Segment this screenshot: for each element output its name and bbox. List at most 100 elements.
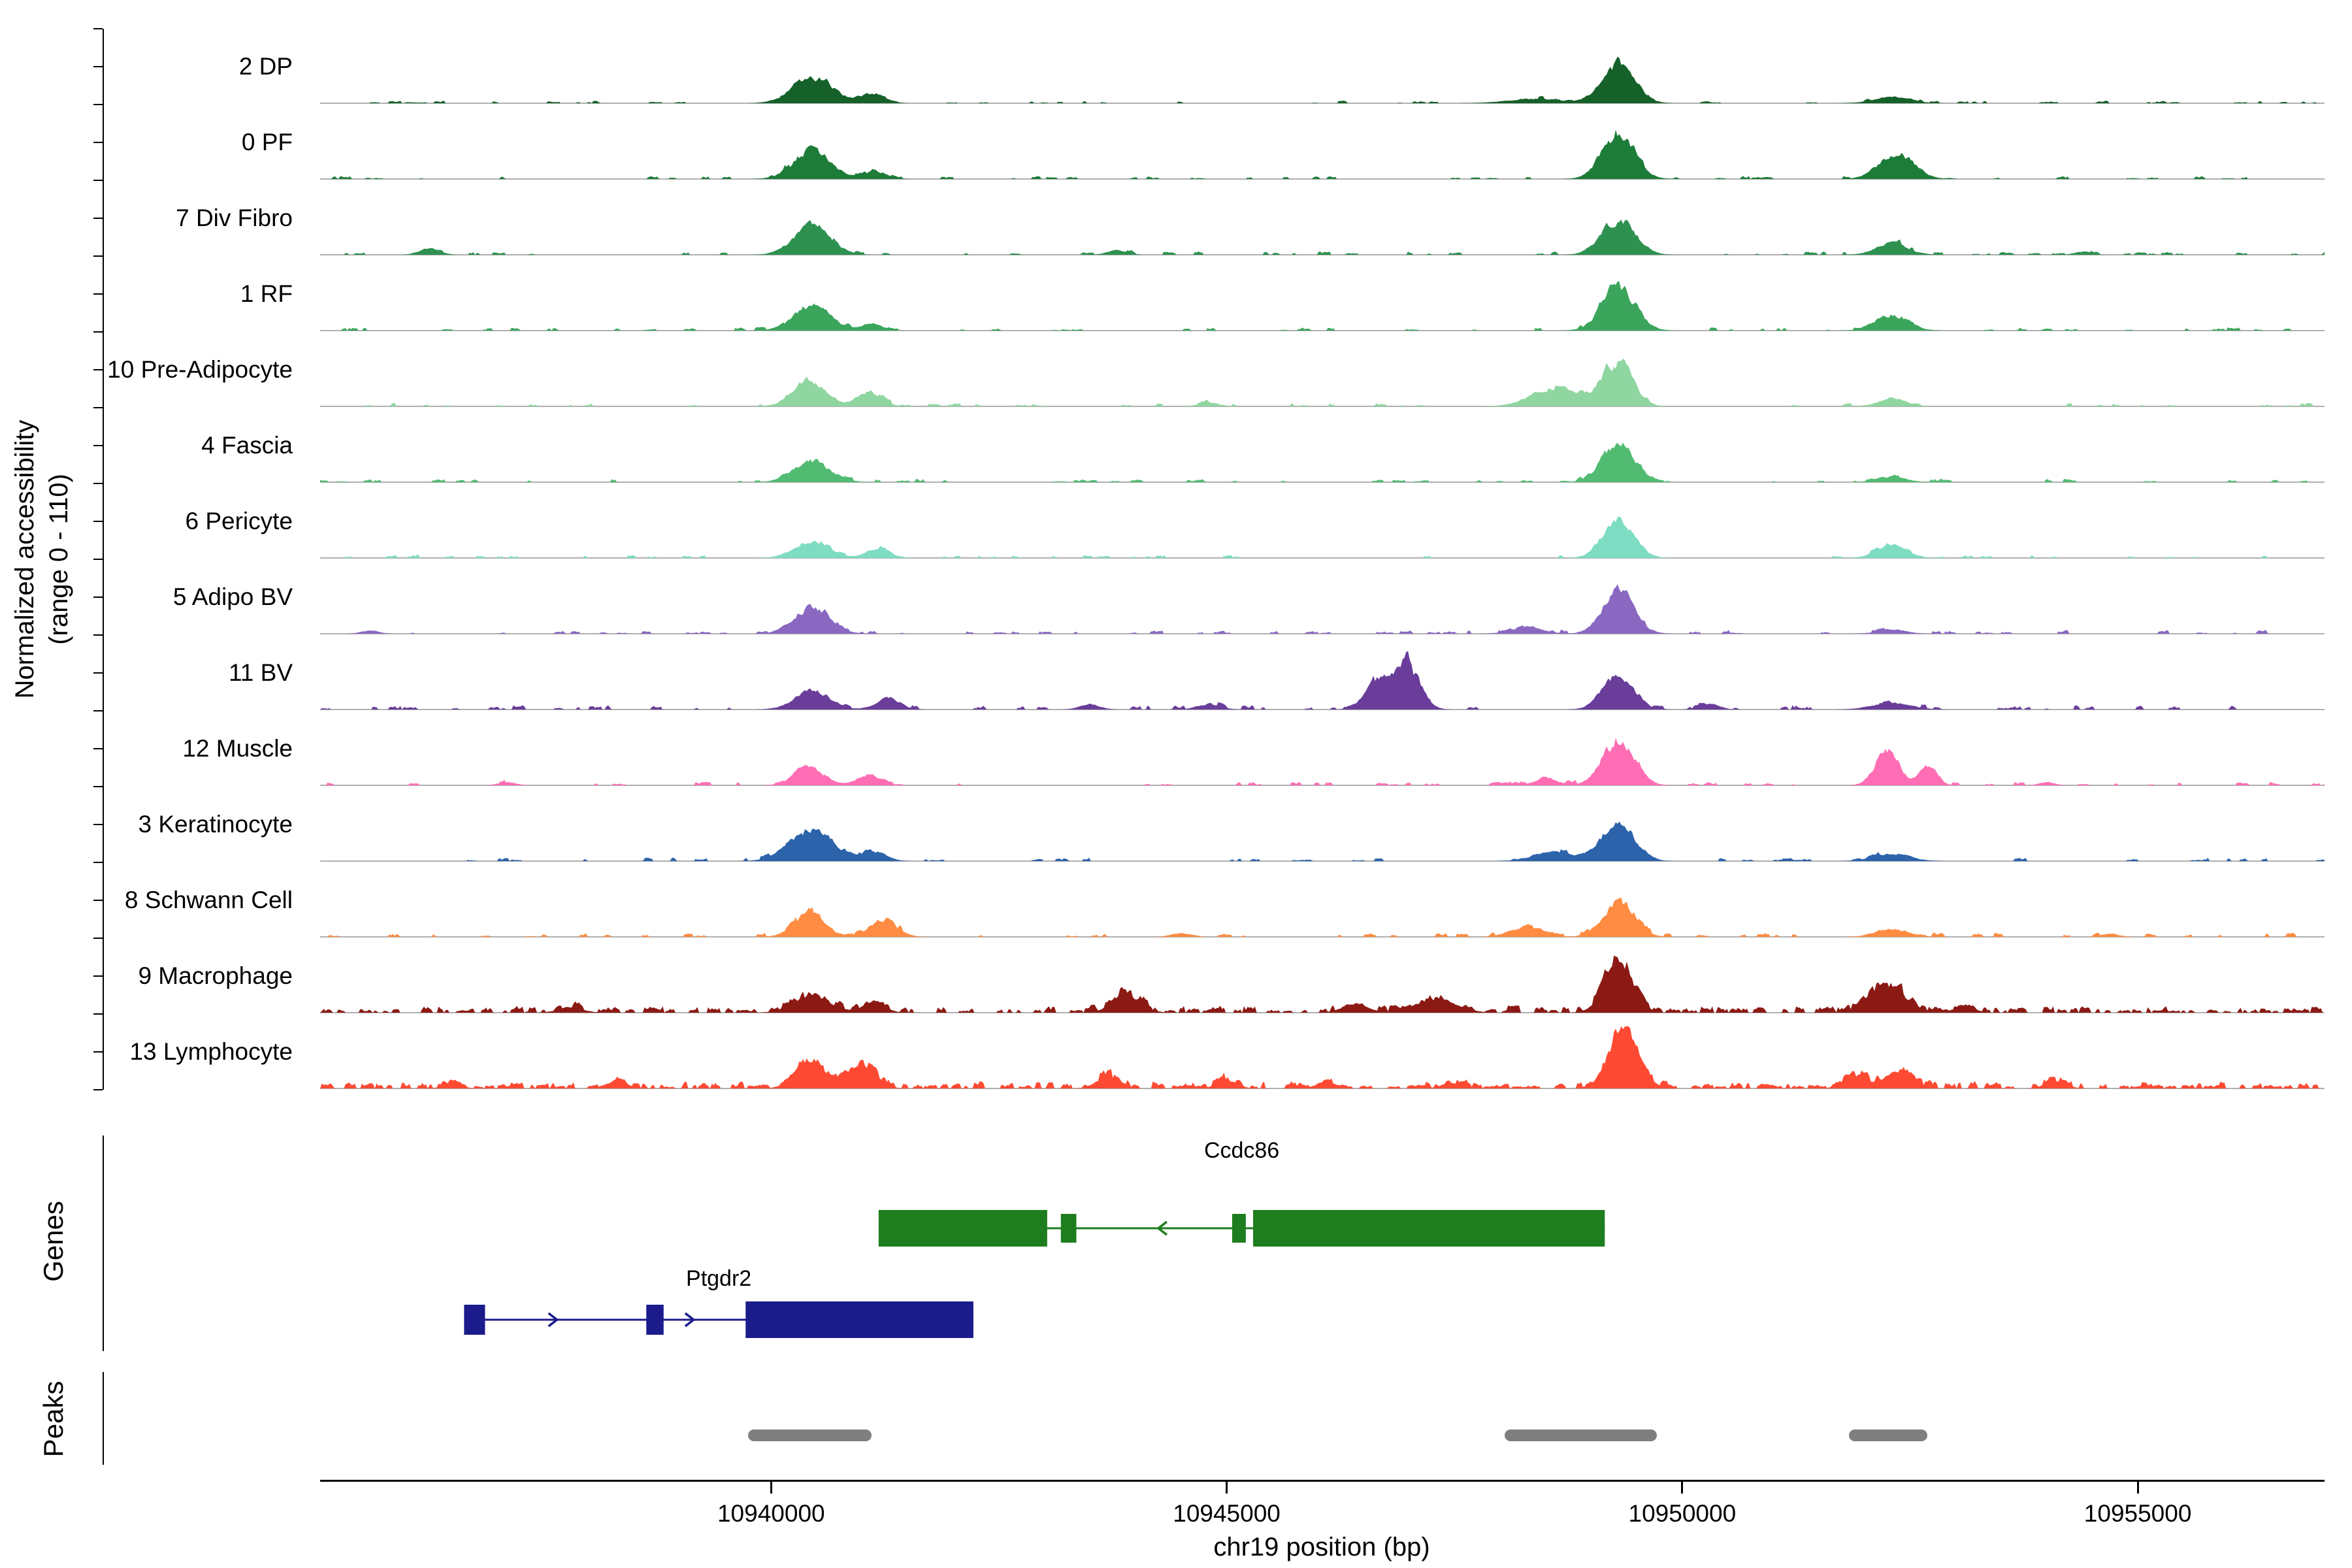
track-row-4-fascia: 4 Fascia xyxy=(0,408,2352,483)
x-axis-tick xyxy=(770,1482,772,1494)
x-axis-tick-label: 10955000 xyxy=(2083,1500,2192,1527)
axis-tick xyxy=(93,710,103,711)
track-label: 12 Muscle xyxy=(182,735,293,762)
axis-tick xyxy=(93,66,103,67)
track-signal xyxy=(320,738,2325,786)
axis-tick xyxy=(93,104,103,105)
genes-track xyxy=(464,1210,1605,1338)
track-signal xyxy=(320,584,2325,634)
x-axis-title: chr19 position (bp) xyxy=(1213,1533,1430,1561)
peak-interval-bar xyxy=(1504,1429,1657,1441)
track-signal xyxy=(320,1026,2325,1089)
peak-interval-bar xyxy=(748,1429,872,1441)
track-signal xyxy=(320,516,2325,559)
track-label: 4 Fascia xyxy=(201,432,293,459)
gene-exon xyxy=(464,1305,485,1335)
axis-tick xyxy=(93,28,103,29)
x-axis-tick-label: 10940000 xyxy=(717,1500,825,1527)
track-row-0-pf: 0 PF xyxy=(0,105,2352,180)
genes-section-label: Genes xyxy=(38,1201,69,1282)
track-signal xyxy=(320,442,2325,483)
track-label: 11 BV xyxy=(228,659,293,686)
track-signal xyxy=(320,358,2325,407)
axis-tick xyxy=(93,180,103,181)
track-row-7-div-fibro: 7 Div Fibro xyxy=(0,180,2352,256)
axis-tick xyxy=(93,748,103,749)
x-axis-tick xyxy=(2136,1482,2139,1494)
axis-tick xyxy=(93,559,103,560)
gene-exon xyxy=(646,1305,664,1335)
track-row-10-pre-adipocyte: 10 Pre-Adipocyte xyxy=(0,332,2352,408)
axis-tick xyxy=(93,786,103,787)
axis-tick xyxy=(93,938,103,939)
axis-tick xyxy=(93,293,103,295)
x-axis-line xyxy=(320,1480,2325,1482)
track-label: 3 Keratinocyte xyxy=(138,811,293,838)
tracks-axis-line xyxy=(103,29,104,1090)
axis-tick xyxy=(93,824,103,825)
gene-exon xyxy=(745,1301,973,1338)
track-label: 1 RF xyxy=(240,280,293,307)
axis-tick xyxy=(93,634,103,636)
track-label: 6 Pericyte xyxy=(185,508,293,534)
x-axis-tick-label: 10950000 xyxy=(1628,1500,1737,1527)
gene-label-ptgdr2: Ptgdr2 xyxy=(686,1266,752,1291)
axis-tick xyxy=(93,407,103,408)
track-label: 10 Pre-Adipocyte xyxy=(107,356,293,383)
track-row-6-pericyte: 6 Pericyte xyxy=(0,483,2352,559)
axis-tick xyxy=(93,975,103,977)
axis-tick xyxy=(93,445,103,446)
axis-tick xyxy=(93,521,103,522)
peaks-section-label: Peaks xyxy=(38,1380,69,1458)
axis-tick xyxy=(93,218,103,219)
axis-tick xyxy=(93,900,103,901)
peak-interval-bar xyxy=(1849,1429,1927,1441)
track-label: 8 Schwann Cell xyxy=(124,887,293,913)
track-signal xyxy=(320,219,2325,255)
track-signal xyxy=(320,955,2325,1013)
gene-exon xyxy=(1232,1214,1246,1243)
axis-tick xyxy=(93,1089,103,1090)
track-label: 7 Div Fibro xyxy=(176,204,293,231)
axis-tick xyxy=(93,483,103,484)
track-label: 13 Lymphocyte xyxy=(129,1038,293,1065)
track-signal xyxy=(320,281,2325,331)
x-axis-tick-label: 10945000 xyxy=(1173,1500,1281,1527)
gene-label-ccdc86: Ccdc86 xyxy=(1203,1138,1280,1163)
peaks-axis-line xyxy=(103,1372,104,1465)
axis-tick xyxy=(93,672,103,674)
track-row-2-dp: 2 DP xyxy=(0,29,2352,105)
track-row-13-lymphocyte: 13 Lymphocyte xyxy=(0,1014,2352,1090)
track-signal xyxy=(320,129,2325,180)
track-signal xyxy=(320,651,2325,710)
axis-tick xyxy=(93,596,103,598)
gene-exon xyxy=(878,1210,1047,1247)
track-row-8-schwann-cell: 8 Schwann Cell xyxy=(0,862,2352,938)
track-row-3-keratinocyte: 3 Keratinocyte xyxy=(0,787,2352,862)
track-label: 0 PF xyxy=(241,129,293,155)
x-axis-tick xyxy=(1681,1482,1684,1494)
track-row-12-muscle: 12 Muscle xyxy=(0,711,2352,787)
axis-tick xyxy=(93,369,103,370)
track-row-5-adipo-bv: 5 Adipo BV xyxy=(0,559,2352,635)
axis-tick xyxy=(93,1013,103,1015)
axis-tick xyxy=(93,331,103,333)
gene-exon xyxy=(1253,1210,1605,1247)
axis-tick xyxy=(93,1051,103,1053)
track-row-1-rf: 1 RF xyxy=(0,256,2352,332)
axis-tick xyxy=(93,142,103,143)
x-axis-tick xyxy=(1226,1482,1228,1494)
axis-tick xyxy=(93,255,103,257)
axis-tick xyxy=(93,862,103,863)
track-signal xyxy=(320,56,2325,104)
genes-axis-line xyxy=(103,1135,104,1351)
track-label: 2 DP xyxy=(238,53,293,80)
track-row-11-bv: 11 BV xyxy=(0,635,2352,711)
track-row-9-macrophage: 9 Macrophage xyxy=(0,938,2352,1014)
gene-exon xyxy=(1060,1214,1077,1243)
track-signal xyxy=(320,821,2325,862)
track-label: 5 Adipo BV xyxy=(172,583,293,610)
track-signal xyxy=(320,897,2325,938)
track-label: 9 Macrophage xyxy=(138,962,293,989)
